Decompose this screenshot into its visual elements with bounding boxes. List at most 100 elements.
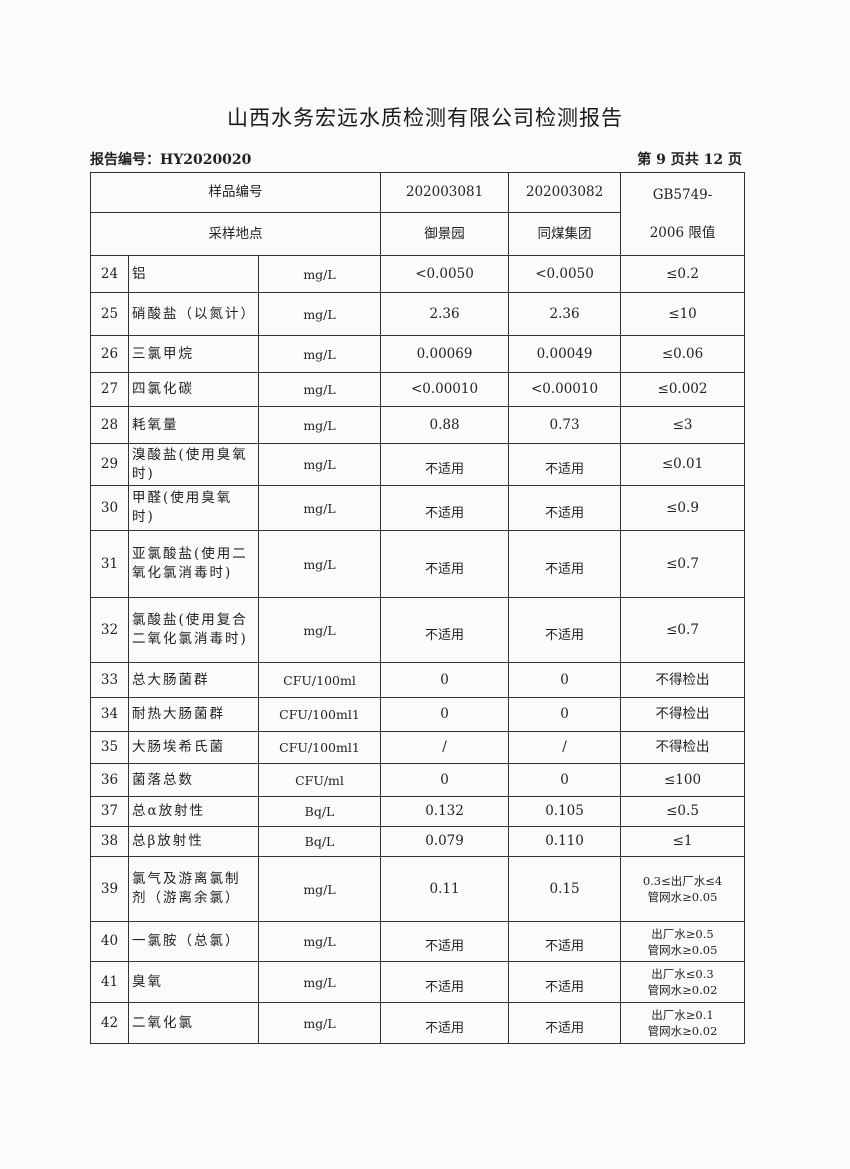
table-row: 42 二氧化氯 mg/L 不适用 不适用 出厂水≥0.1 管网水≥0.02 <box>90 1002 746 1044</box>
limit-line1: 出厂水≥0.5 <box>651 926 714 941</box>
limit-line1: 0.3≤出厂水≤4 <box>642 874 723 888</box>
table-row: 26 三氯甲烷 mg/L 0.00069 0.00049 ≤0.06 <box>90 335 746 373</box>
item-unit: mg/L <box>257 921 382 962</box>
item-unit: Bq/L <box>257 796 382 827</box>
limit-line2: 管网水≥0.05 <box>647 890 718 904</box>
item-name: 甲醛(使用臭氧时) <box>128 485 259 531</box>
item-name: 三氯甲烷 <box>128 335 259 373</box>
item-unit: CFU/100ml <box>257 662 382 698</box>
limit-value: ≤0.002 <box>620 372 746 407</box>
report-number: 报告编号：HY2020020 <box>90 152 252 168</box>
result-sample-2: 不适用 <box>508 597 622 663</box>
item-name: 菌落总数 <box>128 763 259 797</box>
sample-no-1: 202003081 <box>380 172 510 213</box>
item-unit: CFU/100ml1 <box>257 731 382 764</box>
item-unit: CFU/100ml1 <box>257 697 382 732</box>
limit-value: 出厂水≥0.5 管网水≥0.05 <box>620 921 746 962</box>
report-title: 山西水务宏远水质检测有限公司检测报告 <box>227 106 623 130</box>
result-sample-2: 不适用 <box>508 961 622 1003</box>
item-number: 30 <box>90 485 129 531</box>
result-sample-2: <0.0050 <box>508 255 622 293</box>
item-unit: mg/L <box>257 335 382 373</box>
limit-value: ≤0.7 <box>620 530 746 598</box>
item-number: 37 <box>90 796 129 827</box>
item-number: 27 <box>90 372 129 407</box>
result-sample-2: 0.15 <box>508 856 622 922</box>
item-name: 一氯胺（总氯） <box>128 921 259 962</box>
item-name: 臭氧 <box>128 961 259 1003</box>
table-row: 34 耐热大肠菌群 CFU/100ml1 0 0 不得检出 <box>90 697 746 732</box>
item-unit: mg/L <box>257 255 382 293</box>
sample-no-label: 样品编号 <box>89 172 382 213</box>
item-number: 38 <box>90 826 129 857</box>
table-row: 39 氯气及游离氯制剂（游离余氯） mg/L 0.11 0.15 0.3≤出厂水≤4 管网水… <box>90 856 746 922</box>
result-sample-1: 0.00069 <box>380 335 510 373</box>
result-sample-1: 0 <box>380 697 510 732</box>
item-number: 31 <box>90 530 129 598</box>
item-unit: mg/L <box>257 1002 382 1044</box>
result-sample-1: 2.36 <box>380 292 510 336</box>
result-sample-2: 0.105 <box>508 796 622 827</box>
table-row: 33 总大肠菌群 CFU/100ml 0 0 不得检出 <box>90 662 746 698</box>
location-1: 御景园 <box>380 212 510 256</box>
table-row: 25 硝酸盐（以氮计） mg/L 2.36 2.36 ≤10 <box>90 292 746 336</box>
result-sample-1: / <box>380 731 510 764</box>
page-info: 第 9 页共 12 页 <box>637 152 742 168</box>
result-sample-2: 不适用 <box>508 485 622 531</box>
item-unit: mg/L <box>257 485 382 531</box>
item-name: 溴酸盐(使用臭氧时) <box>128 443 259 486</box>
result-sample-1: 不适用 <box>380 485 510 531</box>
item-name: 大肠埃希氏菌 <box>128 731 259 764</box>
item-number: 29 <box>90 443 129 486</box>
header-row-sample-no: 样品编号 202003081 202003082 GB5749- 2006 限值 <box>89 172 746 256</box>
limit-line2: 管网水≥0.02 <box>647 983 718 997</box>
item-number: 28 <box>90 406 129 444</box>
item-number: 25 <box>90 292 129 336</box>
limit-value: 不得检出 <box>620 662 746 698</box>
item-number: 41 <box>90 961 129 1003</box>
limit-line2: 管网水≥0.05 <box>647 942 718 957</box>
item-name: 硝酸盐（以氮计） <box>128 292 259 336</box>
limit-header-line2: 2006 限值 <box>649 224 716 241</box>
result-sample-2: 不适用 <box>508 1002 622 1044</box>
results-table: 样品编号 202003081 202003082 GB5749- 2006 限值 … <box>89 172 746 1044</box>
limit-value: ≤1 <box>620 826 746 857</box>
table-row: 31 亚氯酸盐(使用二氧化氯消毒时) mg/L 不适用 不适用 ≤0.7 <box>90 530 746 598</box>
item-number: 34 <box>90 697 129 732</box>
item-name: 四氯化碳 <box>128 372 259 407</box>
limit-line1: 出厂水≤0.3 <box>651 967 714 981</box>
item-number: 40 <box>90 921 129 962</box>
item-number: 42 <box>90 1002 129 1044</box>
table-row: 38 总β放射性 Bq/L 0.079 0.110 ≤1 <box>90 826 746 857</box>
item-unit: Bq/L <box>257 826 382 857</box>
limit-line2: 管网水≥0.02 <box>647 1024 718 1038</box>
table-row: 27 四氯化碳 mg/L <0.00010 <0.00010 ≤0.002 <box>90 372 746 407</box>
result-sample-1: 0.11 <box>380 856 510 922</box>
item-number: 39 <box>90 856 129 922</box>
result-sample-2: 2.36 <box>508 292 622 336</box>
item-unit: mg/L <box>257 372 382 407</box>
result-sample-2: 0 <box>508 697 622 732</box>
item-name: 二氧化氯 <box>128 1002 259 1044</box>
table-row: 40 一氯胺（总氯） mg/L 不适用 不适用 出厂水≥0.5 管网水≥0.05 <box>90 921 746 962</box>
item-name: 耗氧量 <box>128 406 259 444</box>
item-name: 氯酸盐(使用复合二氧化氯消毒时) <box>128 597 259 663</box>
limit-header-line1: GB5749- <box>652 186 713 203</box>
limit-value: ≤3 <box>620 406 746 444</box>
result-sample-1: 不适用 <box>380 961 510 1003</box>
item-unit: CFU/ml <box>257 763 382 797</box>
limit-value: 出厂水≥0.1 管网水≥0.02 <box>620 1002 746 1044</box>
item-unit: mg/L <box>257 856 382 922</box>
result-sample-2: 不适用 <box>508 530 622 598</box>
item-name: 耐热大肠菌群 <box>128 697 259 732</box>
limit-value: 出厂水≤0.3 管网水≥0.02 <box>620 961 746 1003</box>
table-row: 37 总α放射性 Bq/L 0.132 0.105 ≤0.5 <box>90 796 746 827</box>
item-number: 36 <box>90 763 129 797</box>
item-name: 总β放射性 <box>128 826 259 857</box>
limit-header: GB5749- 2006 限值 <box>620 172 746 256</box>
item-unit: mg/L <box>257 406 382 444</box>
result-sample-2: / <box>508 731 622 764</box>
result-sample-1: 不适用 <box>380 921 510 962</box>
item-number: 24 <box>90 255 129 293</box>
result-sample-1: 0.88 <box>380 406 510 444</box>
